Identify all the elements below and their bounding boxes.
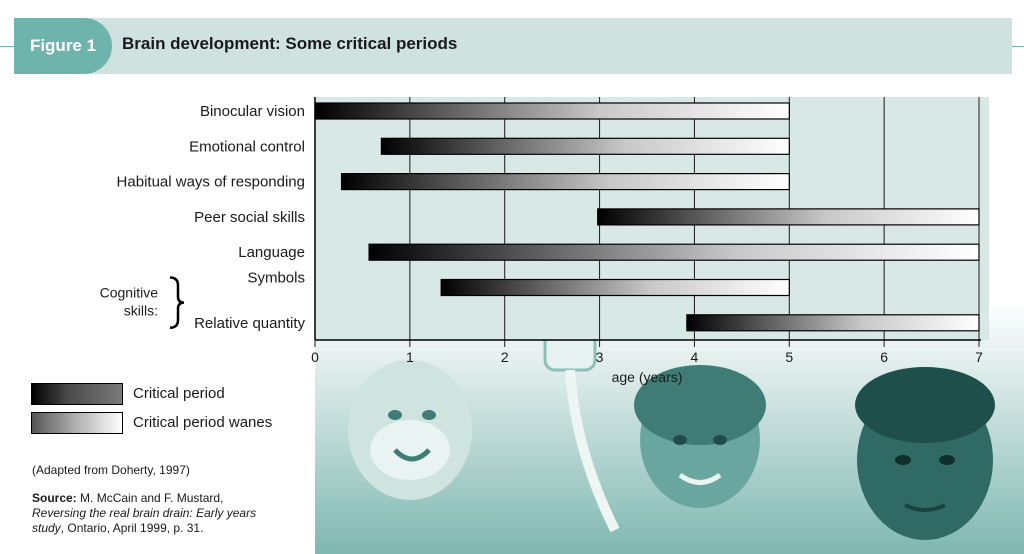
x-tick-label: 7 — [975, 349, 983, 365]
legend-label-critical: Critical period — [133, 385, 225, 402]
bar-emotional-control — [380, 137, 790, 155]
figure-title: Brain development: Some critical periods — [122, 34, 458, 53]
category-label: Symbols — [247, 270, 305, 287]
source-title: Reversing the real brain drain: Early ye… — [32, 506, 257, 535]
legend-swatch-wanes — [31, 412, 123, 434]
x-tick-label: 6 — [880, 349, 888, 365]
bar-symbols — [440, 278, 790, 297]
group-label: Cognitive — [100, 285, 159, 301]
x-tick-label: 3 — [596, 349, 604, 365]
category-label: Emotional control — [189, 138, 305, 155]
group-brace-icon — [169, 276, 185, 330]
title-band — [14, 18, 1012, 74]
adapted-note: (Adapted from Doherty, 1997) — [32, 463, 190, 477]
source-authors: M. McCain and F. Mustard, — [80, 491, 224, 505]
bar-habitual-ways-of-responding — [340, 173, 790, 191]
figure-tab: Figure 1 — [14, 18, 112, 74]
x-tick-label: 5 — [785, 349, 793, 365]
bar-relative-quantity — [686, 314, 980, 332]
x-tick-label: 0 — [311, 349, 319, 365]
source-rest: , Ontario, April 1999, p. 31. — [60, 521, 204, 535]
title-rule-left — [0, 46, 14, 47]
source-note: Source: M. McCain and F. Mustard, Revers… — [32, 491, 262, 536]
category-label: Relative quantity — [194, 315, 305, 332]
category-label: Binocular vision — [200, 103, 305, 120]
bar-language — [368, 243, 980, 261]
legend-swatch-critical — [31, 383, 123, 405]
legend-label-wanes: Critical period wanes — [133, 414, 273, 431]
category-label: Habitual ways of responding — [117, 174, 305, 191]
x-tick-label: 1 — [406, 349, 414, 365]
bar-binocular-vision — [314, 102, 790, 120]
figure-tab-label: Figure 1 — [29, 36, 97, 55]
category-label: Peer social skills — [194, 209, 305, 226]
category-label: Language — [238, 244, 305, 261]
x-tick-label: 4 — [691, 349, 699, 365]
source-label: Source: — [32, 491, 77, 505]
bar-peer-social-skills — [597, 208, 980, 226]
title-rule-right — [1012, 46, 1024, 47]
group-label: skills: — [124, 303, 158, 319]
x-tick-label: 2 — [501, 349, 509, 365]
x-axis-label: age (years) — [612, 369, 683, 385]
